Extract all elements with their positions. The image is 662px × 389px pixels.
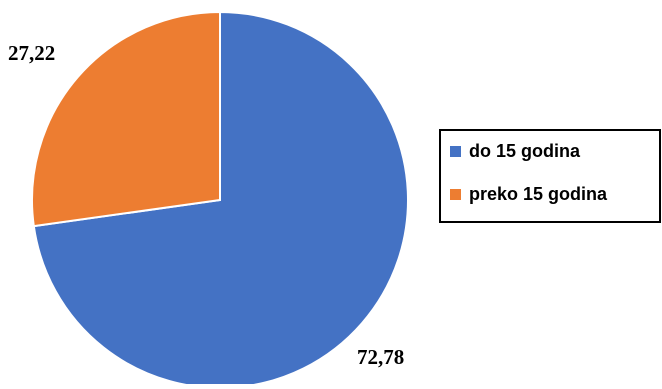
legend: do 15 godina preko 15 godina	[439, 129, 661, 223]
legend-box	[439, 129, 661, 223]
data-label-do-15-godina: 72,78	[357, 345, 404, 369]
legend-swatch-preko-15-godina	[450, 189, 461, 200]
legend-swatch-do-15-godina	[450, 146, 461, 157]
data-label-preko-15-godina: 27,22	[8, 41, 55, 65]
legend-label-do-15-godina: do 15 godina	[469, 141, 581, 161]
legend-label-preko-15-godina: preko 15 godina	[469, 184, 608, 204]
pie-slices	[31, 10, 409, 389]
pie-slice-preko-15-godina	[31, 10, 221, 228]
pie-data-labels: 72,78 27,22	[8, 41, 404, 369]
